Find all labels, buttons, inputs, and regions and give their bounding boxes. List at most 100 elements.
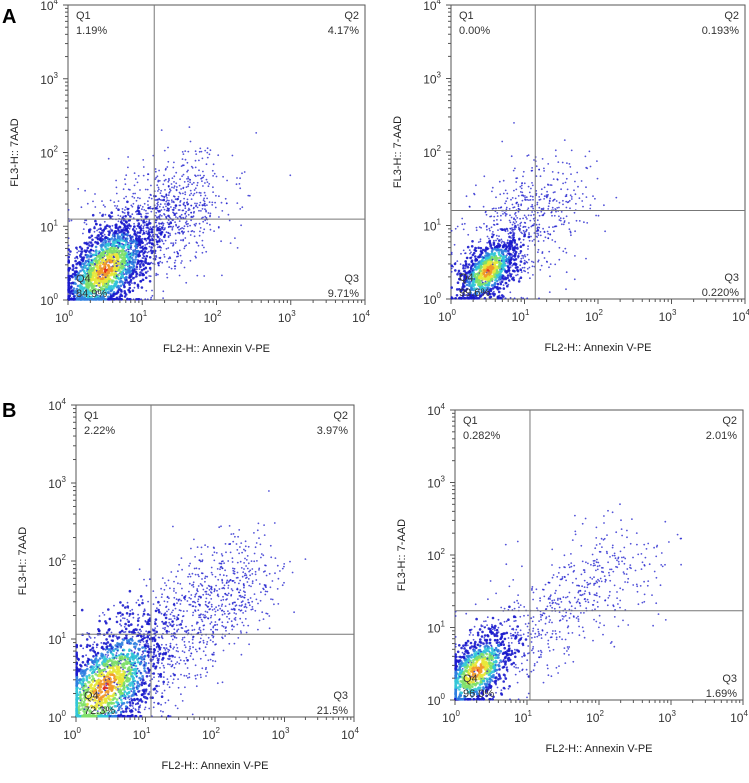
event-point [112,279,115,283]
event-point [195,256,197,259]
event-point [516,177,519,180]
event-point [94,265,98,268]
event-point [488,239,492,243]
event-point [182,192,184,195]
event-point [95,252,98,256]
event-point [537,248,540,251]
event-point [145,212,148,215]
event-point [460,297,463,300]
event-point [187,150,190,153]
event-point [528,233,530,236]
event-point [72,287,76,290]
event-point [138,263,142,266]
event-point [189,181,192,184]
event-point [514,246,517,250]
event-point [169,257,172,260]
event-point [142,225,145,228]
event-point [568,228,571,231]
event-point [538,223,541,226]
event-point [521,232,523,235]
event-point [89,241,93,244]
event-point [491,284,495,287]
event-point [78,245,82,249]
event-point [205,210,208,213]
event-point [125,272,128,276]
event-point [178,184,181,187]
event-point [559,217,562,220]
event-point [532,198,534,201]
event-point [142,174,145,177]
event-point [558,215,560,218]
event-point [508,269,511,272]
event-point [499,193,502,196]
event-point [99,227,102,230]
event-point [254,609,257,612]
event-point [562,199,564,202]
event-point [468,205,471,208]
event-point [90,234,94,238]
event-point [472,280,475,284]
event-point [165,193,168,196]
event-point [142,640,145,643]
event-point [117,260,119,263]
event-point [136,262,139,265]
event-point [246,581,249,583]
event-point [515,221,518,223]
event-point [497,251,501,254]
event-point [137,599,140,601]
event-point [472,287,476,291]
event-point [482,205,485,208]
event-point [157,273,159,276]
event-point [156,217,159,219]
event-point [131,213,134,216]
event-point [520,187,523,190]
event-point [109,199,112,202]
event-point [165,205,167,208]
event-point [578,220,581,222]
event-point [503,264,507,267]
event-point [122,669,125,673]
event-point [522,229,525,232]
event-point [164,189,166,191]
event-point [506,284,509,288]
event-point [155,684,158,688]
event-point [144,246,147,250]
event-point [108,258,111,262]
event-point [184,207,187,210]
event-point [455,288,459,291]
event-point [496,223,499,226]
event-point [173,181,175,183]
event-point [89,252,92,255]
event-point [481,281,484,284]
event-point [566,188,569,191]
event-point [529,219,532,222]
event-point [255,132,258,134]
event-point [513,269,516,273]
event-point [491,292,495,295]
x-tick-label: 100 [55,309,73,325]
event-point [187,183,190,186]
event-point [543,257,546,259]
event-point [130,238,133,240]
x-axis-label: FL2-H:: Annexin V-PE [545,342,652,354]
event-point [163,208,166,211]
event-point [517,208,520,210]
event-point [67,260,70,264]
event-point [158,245,161,249]
y-tick-label: 102 [40,145,58,161]
event-point [513,249,516,252]
event-point [521,182,523,185]
event-point [481,258,484,262]
event-point [207,212,210,214]
event-point [179,178,182,181]
event-point [543,170,545,172]
event-point [150,228,154,231]
event-point [165,247,168,250]
event-point [189,140,192,143]
event-point [202,639,205,642]
event-point [79,255,82,258]
event-point [478,269,482,273]
event-point [117,220,120,223]
event-point [89,236,92,239]
event-point [238,604,241,607]
